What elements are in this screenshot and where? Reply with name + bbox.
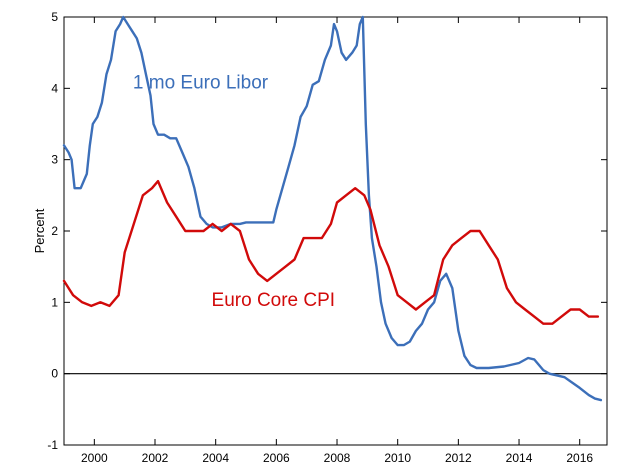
x-tick-label: 2014 — [506, 451, 533, 465]
y-tick-label: 1 — [51, 295, 58, 309]
x-tick-label: 2004 — [202, 451, 229, 465]
x-tick-label: 2010 — [384, 451, 411, 465]
x-tick-label: 2000 — [81, 451, 108, 465]
y-tick-label: 4 — [51, 81, 58, 95]
y-tick-label: 5 — [51, 10, 58, 24]
y-axis: -1 0 1 2 3 4 5 — [47, 10, 607, 452]
series-label-euro-core-cpi: Euro Core CPI — [212, 290, 336, 311]
x-tick-label: 2002 — [142, 451, 169, 465]
series-label-euro-libor: 1 mo Euro Libor — [133, 72, 269, 93]
x-axis: 2000 2002 2004 2006 2008 2010 2012 2014 2016 — [81, 17, 593, 465]
x-tick-label: 2016 — [566, 451, 593, 465]
series-layer: 1 mo Euro Libor Euro Core CPI — [62, 15, 603, 402]
series-line-euro-core-cpi — [62, 179, 600, 325]
y-tick-label: 3 — [51, 153, 58, 167]
x-tick-label: 2012 — [445, 451, 472, 465]
x-tick-label: 2008 — [324, 451, 351, 465]
y-tick-label: 2 — [51, 224, 58, 238]
series-line-euro-libor — [62, 15, 603, 402]
y-axis-title: Percent — [32, 208, 47, 253]
y-tick-label: 0 — [51, 367, 58, 381]
x-tick-label: 2006 — [263, 451, 290, 465]
y-tick-label: -1 — [47, 438, 58, 452]
